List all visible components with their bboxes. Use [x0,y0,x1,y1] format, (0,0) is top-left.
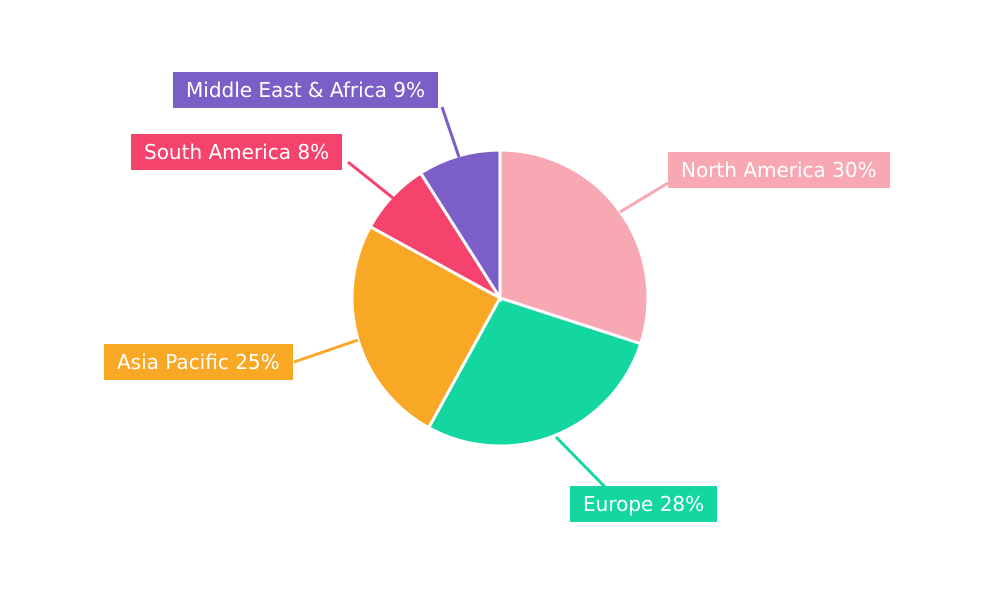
leader-line-middle-east-africa [440,106,461,158]
slice-label-north-america: North America 30% [668,152,890,188]
pie-slice-asia-pacific [350,224,503,430]
leader-line-europe [554,435,608,490]
leader-line-south-america [347,160,394,200]
leader-line-asia-pacific [293,338,359,364]
leader-line-north-america [619,181,669,214]
slice-label-middle-east-africa: Middle East & Africa 9% [173,72,439,108]
pie-slice-europe [426,296,643,448]
slice-label-europe: Europe 28% [570,486,718,522]
slice-label-asia-pacific: Asia Pacific 25% [104,344,293,380]
slice-label-south-america: South America 8% [131,134,343,170]
